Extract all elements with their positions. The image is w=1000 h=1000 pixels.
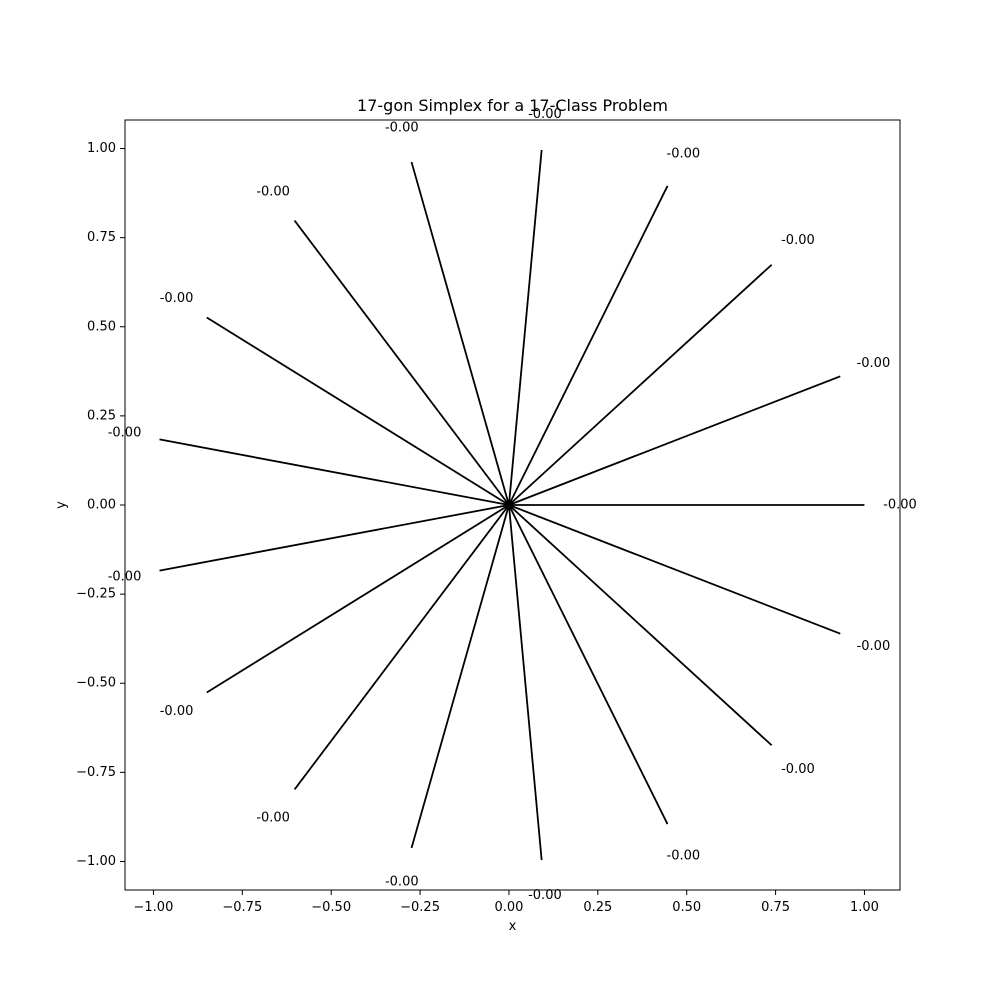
y-tick-label: 0.00	[87, 498, 116, 513]
y-axis: −1.00 −0.75 −0.50 −0.25 0.00 0.25 0.50 0.75 1.00	[76, 141, 125, 869]
ray-5	[508, 149, 543, 506]
ray-12	[293, 504, 510, 791]
ray-3	[508, 264, 773, 506]
ray-label-15: -0.00	[667, 848, 701, 863]
x-tick-label: 0.75	[761, 900, 790, 915]
x-tick-label: −1.00	[134, 900, 174, 915]
ray-16	[508, 504, 773, 746]
y-tick-label: −0.75	[76, 765, 116, 780]
ray-label-13: -0.00	[385, 875, 419, 890]
ray-label-8: -0.00	[160, 291, 194, 306]
ray-7	[293, 219, 510, 506]
ray-labels-layer: -0.00 -0.00 -0.00 -0.00 -0.00 -0.00 -0.00 -0.00…	[108, 107, 917, 903]
y-tick-label: 0.25	[87, 408, 116, 423]
ray-label-3: -0.00	[781, 233, 815, 248]
x-tick-label: 1.00	[850, 900, 879, 915]
ray-label-14: -0.00	[528, 888, 562, 903]
ray-2	[508, 375, 841, 506]
ray-10	[159, 504, 510, 572]
y-tick-label: −1.00	[76, 854, 116, 869]
ray-label-6: -0.00	[385, 120, 419, 135]
ray-label-5: -0.00	[528, 107, 562, 122]
y-tick-label: 1.00	[87, 141, 116, 156]
ray-label-17: -0.00	[857, 639, 891, 654]
x-axis: −1.00 −0.75 −0.50 −0.25 0.00 0.25 0.50 0.75 1.00	[134, 890, 879, 915]
ray-label-12: -0.00	[256, 810, 290, 825]
ray-9	[159, 438, 510, 506]
rays-layer	[159, 149, 865, 861]
x-tick-label: −0.50	[311, 900, 351, 915]
ray-label-16: -0.00	[781, 762, 815, 777]
ray-11	[206, 504, 510, 694]
ray-label-4: -0.00	[667, 147, 701, 162]
y-tick-label: −0.25	[76, 587, 116, 602]
ray-4	[508, 185, 669, 506]
ray-14	[508, 504, 543, 861]
x-axis-title: x	[509, 919, 517, 934]
ray-label-2: -0.00	[857, 356, 891, 371]
ray-6	[410, 161, 510, 506]
ray-label-7: -0.00	[256, 185, 290, 200]
x-tick-label: 0.50	[672, 900, 701, 915]
y-tick-label: −0.50	[76, 676, 116, 691]
ray-13	[410, 504, 510, 849]
chart-title: 17-gon Simplex for a 17-Class Problem	[357, 96, 668, 115]
y-tick-label: 0.50	[87, 319, 116, 334]
ray-8	[206, 316, 510, 506]
x-tick-label: −0.25	[400, 900, 440, 915]
x-tick-label: 0.00	[494, 900, 523, 915]
x-tick-label: −0.75	[222, 900, 262, 915]
x-tick-label: 0.25	[583, 900, 612, 915]
y-tick-label: 0.75	[87, 230, 116, 245]
ray-17	[508, 504, 841, 635]
ray-label-11: -0.00	[160, 704, 194, 719]
ray-15	[508, 504, 669, 825]
y-axis-title: y	[54, 501, 69, 509]
